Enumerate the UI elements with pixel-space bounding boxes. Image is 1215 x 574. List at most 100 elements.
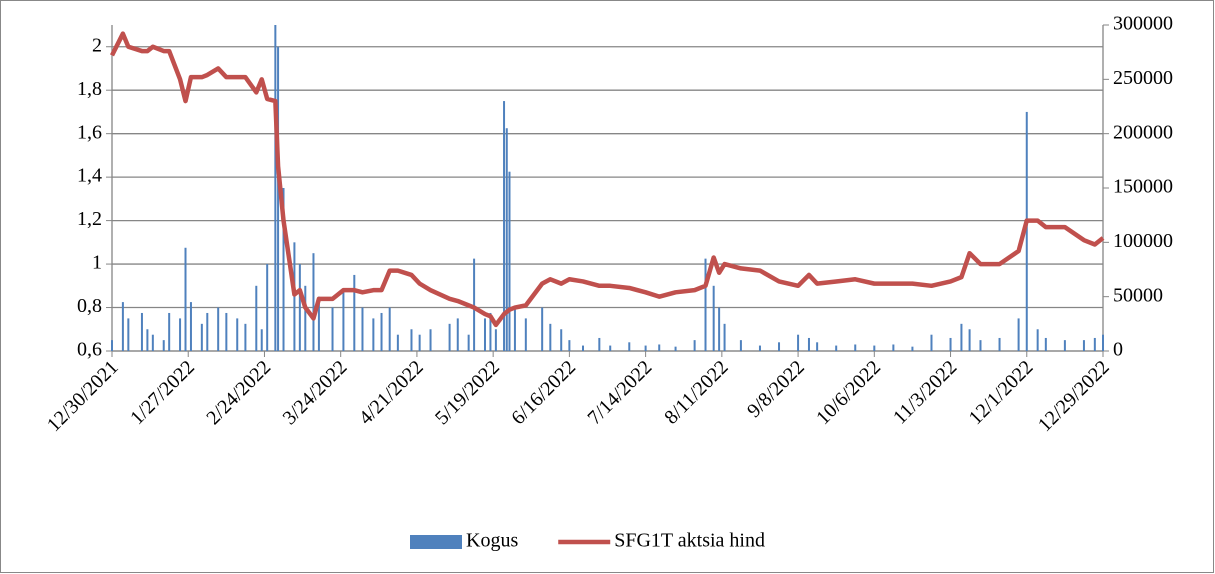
y2-tick-label: 150000 (1113, 176, 1173, 198)
bar (508, 171, 511, 351)
bar (609, 345, 612, 351)
bar (473, 258, 476, 351)
y2-tick-label: 250000 (1113, 67, 1173, 89)
y-tick-label: 0,6 (77, 339, 102, 361)
bar (184, 247, 187, 351)
bar (146, 329, 149, 351)
y-tick-label: 1,2 (77, 208, 102, 230)
y-tick-label: 1,6 (77, 121, 102, 143)
bar (140, 312, 143, 351)
bar (429, 329, 432, 351)
bar (372, 318, 375, 351)
bar (206, 312, 209, 351)
bar (361, 307, 364, 351)
bar (448, 323, 451, 351)
bar (712, 285, 715, 351)
bar (200, 323, 203, 351)
bar (456, 318, 459, 351)
bar (816, 342, 819, 351)
bar (121, 302, 124, 351)
y2-tick-label: 300000 (1113, 13, 1173, 35)
bar (483, 318, 486, 351)
bar (739, 340, 742, 351)
bar (282, 188, 285, 351)
bar (778, 342, 781, 351)
bar (758, 345, 761, 351)
bar (225, 312, 228, 351)
bar (854, 344, 857, 351)
bar (111, 340, 113, 351)
bar (1017, 318, 1020, 351)
bar (467, 334, 470, 351)
bar (998, 337, 1001, 351)
bar (396, 334, 399, 351)
bar (541, 307, 544, 351)
bar (151, 334, 154, 351)
y-tick-label: 2 (92, 34, 102, 56)
legend-label: SFG1T aktsia hind (614, 530, 765, 552)
bar (723, 323, 726, 351)
y-tick-label: 1,4 (77, 165, 102, 187)
bar (274, 25, 277, 351)
bar (549, 323, 552, 351)
y2-tick-label: 100000 (1113, 230, 1173, 252)
bar (892, 344, 895, 351)
bar (410, 329, 413, 351)
bar (1093, 337, 1096, 351)
bar (628, 342, 631, 351)
bar (949, 337, 952, 351)
bar (658, 344, 661, 351)
bar (718, 307, 721, 351)
bar (317, 296, 320, 351)
bar (505, 128, 508, 351)
bar (388, 307, 391, 351)
y2-tick-label: 0 (1113, 339, 1123, 361)
bar (968, 329, 971, 351)
bar (277, 46, 280, 351)
bar (513, 307, 516, 351)
bar (960, 323, 963, 351)
bar (489, 312, 492, 351)
bar (312, 253, 315, 351)
y2-tick-label: 200000 (1113, 121, 1173, 143)
bar (189, 302, 192, 351)
y2-tick-label: 50000 (1113, 284, 1163, 306)
bar (704, 258, 707, 351)
bar (693, 340, 696, 351)
bar (560, 329, 563, 351)
bar (260, 329, 263, 351)
bar (873, 345, 876, 351)
bar (1025, 111, 1028, 351)
bar (581, 345, 584, 351)
bar (298, 264, 301, 351)
bar (494, 329, 497, 351)
bar (524, 318, 527, 351)
y-tick-label: 0,8 (77, 295, 102, 317)
bar (179, 318, 182, 351)
bar (1044, 337, 1047, 351)
bar (979, 340, 982, 351)
y-tick-label: 1 (92, 252, 102, 274)
bar (162, 340, 165, 351)
bar (1063, 340, 1066, 351)
bar (236, 318, 239, 351)
bar (353, 274, 356, 351)
bar (304, 285, 307, 351)
bar (217, 307, 220, 351)
bar (127, 318, 130, 351)
bar (342, 291, 345, 351)
bar (418, 334, 421, 351)
bar (1102, 334, 1104, 351)
bar (1036, 329, 1039, 351)
bar (266, 264, 269, 351)
bar (255, 285, 258, 351)
bar (911, 346, 914, 351)
y-tick-label: 1,8 (77, 78, 102, 100)
legend-label: Kogus (466, 530, 518, 552)
bar (380, 312, 383, 351)
bar (244, 323, 247, 351)
bar (168, 312, 171, 351)
legend-swatch (410, 535, 462, 549)
bar (598, 337, 601, 351)
